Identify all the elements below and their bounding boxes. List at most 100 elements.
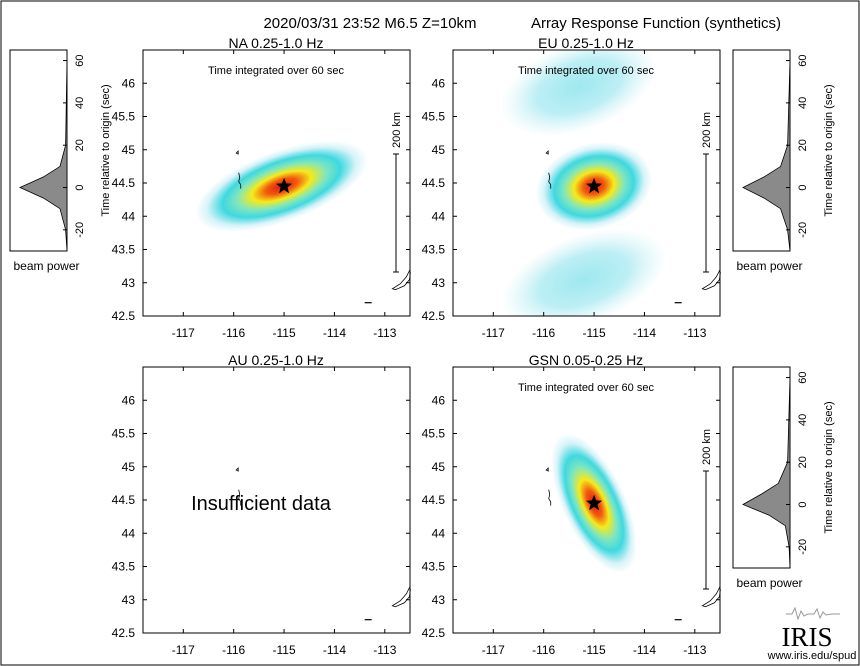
y-tick-label: 46	[122, 393, 136, 407]
x-tick-label: -117	[172, 326, 195, 340]
beam-axis-label: Time relative to origin (sec)	[100, 84, 112, 216]
y-tick-label: 42.5	[112, 626, 136, 640]
panel-title: NA 0.25-1.0 Hz	[229, 35, 324, 51]
x-tick-label: -117	[172, 643, 195, 657]
star-icon	[276, 177, 293, 194]
panel-title: AU 0.25-1.0 Hz	[228, 352, 324, 368]
beam-tick-label: 20	[797, 456, 809, 468]
y-tick-label: 44	[432, 526, 446, 540]
heatmap-blob	[501, 50, 657, 137]
x-tick-label: -117	[482, 326, 505, 340]
panel-na: -117 -116 -115 -114 -113 42.5 43 43.5 44 44.5 45 45…	[112, 35, 411, 340]
coast-outline	[701, 269, 721, 291]
x-tick-label: -114	[633, 643, 656, 657]
beam-tick-label: -20	[797, 222, 809, 238]
x-tick-label: -115	[272, 643, 295, 657]
beam-power-label: beam power	[736, 576, 802, 590]
x-tick-label: -113	[683, 326, 706, 340]
beam-tick-label: 60	[797, 54, 809, 66]
beam-tick-label: 0	[797, 501, 809, 507]
beam-tick-label: 40	[797, 97, 809, 109]
y-tick-label: 43.5	[112, 243, 136, 257]
beam-power-label: beam power	[736, 259, 802, 273]
x-tick-label: -114	[323, 326, 346, 340]
y-tick-label: 44.5	[422, 176, 446, 190]
island-outline	[235, 150, 239, 155]
y-tick-label: 42.5	[422, 626, 446, 640]
scale-bar-label: 200 km	[701, 429, 713, 465]
coast-outline	[238, 489, 242, 506]
y-tick-label: 45	[122, 143, 136, 157]
coast-outline	[548, 489, 552, 506]
panel-subtitle: Time integrated over 60 sec	[518, 382, 654, 394]
y-tick-label: 43.5	[422, 560, 446, 574]
y-tick-label: 44.5	[112, 176, 136, 190]
panel-title: GSN 0.05-0.25 Hz	[529, 352, 643, 368]
y-tick-label: 44.5	[112, 493, 136, 507]
beam-axis-label: Time relative to origin (sec)	[823, 401, 835, 533]
y-tick-label: 43	[432, 593, 446, 607]
beam-tick-label: 60	[74, 54, 86, 66]
panel-subtitle: Time integrated over 60 sec	[518, 65, 654, 77]
y-tick-label: 42.5	[112, 309, 136, 323]
seismogram-icon	[786, 606, 840, 621]
y-tick-label: 44	[122, 526, 136, 540]
x-tick-label: -116	[222, 326, 245, 340]
x-tick-label: -114	[633, 326, 656, 340]
island-outline	[235, 467, 239, 472]
iris-logo: IRIS www.iris.edu/spud	[767, 606, 856, 662]
heatmap-blob	[501, 228, 667, 316]
panel-subtitle: Time integrated over 60 sec	[208, 65, 344, 77]
y-tick-label: 43.5	[422, 243, 446, 257]
beam-tick-label: -20	[74, 222, 86, 238]
x-tick-label: -115	[582, 326, 605, 340]
coast-outline	[238, 172, 242, 189]
y-tick-label: 42.5	[422, 309, 446, 323]
coast-outline	[391, 586, 411, 608]
y-tick-label: 43	[122, 276, 136, 290]
x-tick-label: -113	[683, 643, 706, 657]
y-tick-label: 45	[432, 460, 446, 474]
coast-outline	[548, 172, 552, 189]
star-icon	[586, 494, 603, 511]
island-outline	[545, 150, 549, 155]
y-tick-label: 45	[122, 460, 136, 474]
beam-tick-label: 20	[797, 139, 809, 151]
x-tick-label: -117	[482, 643, 505, 657]
beam-eu: -20 0 20 40 60 Time relative to origin (sec) b…	[732, 49, 835, 273]
y-tick-label: 45.5	[112, 427, 136, 441]
beam-power-label: beam power	[13, 259, 79, 273]
island-outline	[545, 467, 549, 472]
y-tick-label: 43	[122, 593, 136, 607]
y-tick-label: 44	[122, 209, 136, 223]
y-tick-label: 46	[432, 76, 446, 90]
y-tick-label: 45.5	[422, 110, 446, 124]
panel-gsn: -117 -116 -115 -114 -113 42.5 43 43.5 44 44.5 45 45…	[422, 352, 721, 657]
x-tick-label: -113	[373, 326, 396, 340]
x-tick-label: -116	[532, 643, 555, 657]
beam-tick-label: 0	[797, 184, 809, 190]
y-tick-label: 43.5	[112, 560, 136, 574]
y-tick-label: 44	[432, 209, 446, 223]
insufficient-data-label: Insufficient data	[191, 493, 332, 515]
x-tick-label: -116	[532, 326, 555, 340]
figure-title: Array Response Function (synthetics)	[531, 15, 781, 32]
beam-tick-label: 20	[74, 139, 86, 151]
y-tick-label: 45.5	[112, 110, 136, 124]
x-tick-label: -114	[323, 643, 346, 657]
y-tick-label: 46	[122, 76, 136, 90]
event-line: 2020/03/31 23:52 M6.5 Z=10km	[263, 15, 476, 32]
y-tick-label: 44.5	[422, 493, 446, 507]
beam-tick-label: 40	[797, 414, 809, 426]
y-tick-label: 43	[432, 276, 446, 290]
y-tick-label: 45	[432, 143, 446, 157]
y-tick-label: 45.5	[422, 427, 446, 441]
panel-eu: -117 -116 -115 -114 -113 42.5 43 43.5 44 44.5 45 45…	[422, 35, 721, 340]
coast-outline	[701, 586, 721, 608]
scale-bar-label: 200 km	[701, 112, 713, 148]
star-icon	[586, 177, 603, 194]
coast-outline	[391, 269, 411, 291]
panel-title: EU 0.25-1.0 Hz	[538, 35, 634, 51]
x-tick-label: -113	[373, 643, 396, 657]
